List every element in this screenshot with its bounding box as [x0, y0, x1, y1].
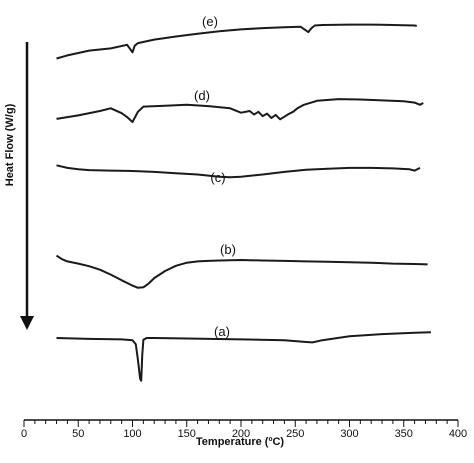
x-tick-label: 100 [123, 428, 141, 440]
x-tick-label: 250 [286, 428, 304, 440]
heat-flow-arrow-head [20, 316, 34, 330]
curve-label-a: (a) [214, 324, 230, 339]
curves-group: (e) (d) (c) (b) (a) [55, 14, 431, 382]
curve-a [56, 331, 431, 382]
curve-label-b: (b) [220, 242, 236, 257]
curve-label-e: (e) [202, 14, 218, 29]
curve-e [56, 23, 417, 60]
x-tick-label: 0 [21, 428, 27, 440]
x-tick-label: 50 [72, 428, 84, 440]
curve-b [55, 254, 428, 289]
curve-c [56, 164, 421, 179]
y-axis-label: Heat Flow (W/g) [4, 103, 16, 186]
x-tick-label: 300 [340, 428, 358, 440]
x-tick-label: 350 [395, 428, 413, 440]
x-axis-label: Temperature (ºC) [196, 436, 284, 448]
x-tick-label: 400 [449, 428, 467, 440]
curve-label-c: (c) [210, 170, 225, 185]
curve-d [56, 98, 424, 123]
x-axis-tick-labels: 0 50 100 150 200 250 300 350 400 [21, 428, 467, 440]
x-axis-ticks [23, 420, 459, 427]
x-tick-label: 200 [232, 428, 250, 440]
curve-label-d: (d) [194, 88, 210, 103]
x-tick-label: 150 [178, 428, 196, 440]
